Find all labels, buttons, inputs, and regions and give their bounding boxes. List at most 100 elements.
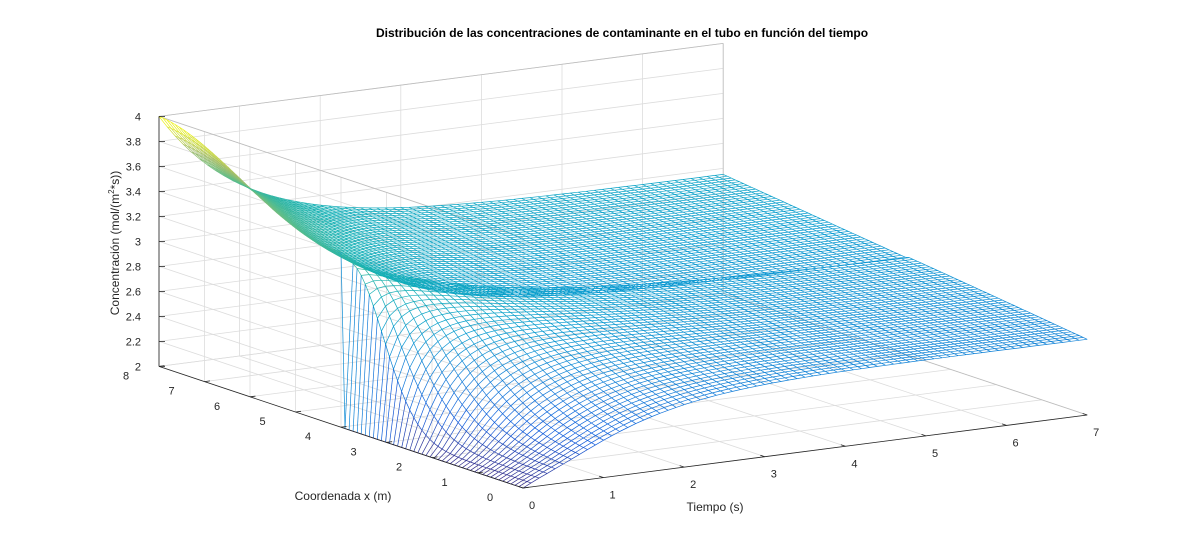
mesh-line — [707, 295, 716, 297]
mesh-line — [708, 381, 717, 384]
mesh-line — [986, 310, 995, 312]
mesh-line — [824, 323, 834, 326]
mesh-line — [1030, 345, 1039, 347]
mesh-line — [1018, 310, 1027, 313]
mesh-line — [978, 296, 987, 299]
mesh-line — [671, 256, 680, 259]
mesh-line — [712, 341, 721, 344]
mesh-line — [937, 273, 946, 276]
mesh-line — [607, 364, 616, 368]
mesh-line — [751, 256, 761, 259]
mesh-line — [720, 325, 729, 327]
mesh-line — [824, 286, 833, 289]
mesh-line — [796, 339, 805, 342]
mesh-line — [643, 257, 652, 260]
mesh-line — [711, 306, 721, 308]
mesh-line — [732, 352, 741, 355]
mesh-line — [998, 310, 1007, 313]
mesh-line — [393, 248, 402, 251]
mesh-line — [736, 349, 745, 352]
mesh-line — [849, 330, 858, 333]
mesh-line — [433, 329, 443, 335]
mesh-line — [950, 340, 959, 343]
mesh-line — [639, 302, 648, 304]
mesh-line — [1042, 341, 1051, 343]
mesh-line — [804, 300, 813, 302]
mesh-line — [679, 328, 688, 331]
mesh-line — [740, 368, 749, 372]
mesh-line — [708, 388, 717, 391]
mesh-line — [587, 322, 596, 325]
mesh-line — [579, 378, 588, 383]
mesh-line — [836, 269, 845, 271]
mesh-line — [723, 280, 733, 283]
mesh-line — [526, 450, 536, 458]
mesh-line — [647, 378, 656, 381]
mesh-line — [570, 256, 579, 258]
mesh-line — [513, 251, 523, 254]
mesh-line — [441, 281, 450, 284]
mesh-line — [946, 343, 955, 346]
mesh-line — [978, 349, 987, 352]
mesh-line — [965, 300, 975, 303]
mesh-line — [611, 352, 620, 355]
mesh-line — [615, 362, 624, 366]
mesh-line — [506, 424, 515, 434]
mesh-line — [550, 421, 560, 428]
mesh-line — [703, 321, 713, 323]
mesh-line — [554, 424, 564, 431]
mesh-line — [522, 467, 532, 473]
mesh-line — [586, 317, 596, 319]
mesh-line — [687, 250, 696, 252]
mesh-line — [780, 307, 789, 309]
mesh-line — [711, 293, 720, 295]
mesh-line — [788, 249, 797, 252]
mesh-line — [889, 297, 898, 300]
mesh-line — [865, 343, 874, 346]
mesh-line — [679, 246, 688, 249]
mesh-line — [727, 231, 736, 233]
mesh-line — [566, 341, 576, 344]
mesh-line — [554, 253, 563, 255]
mesh-line — [635, 402, 644, 407]
mesh-line — [453, 458, 463, 466]
mesh-line — [703, 252, 712, 255]
mesh-line — [594, 272, 603, 274]
mesh-line — [671, 279, 680, 282]
mesh-line — [716, 392, 725, 396]
mesh-line — [393, 296, 402, 301]
mesh-line — [804, 233, 813, 236]
mesh-line — [909, 274, 918, 277]
mesh-line — [659, 274, 668, 276]
mesh-line — [602, 262, 611, 264]
mesh-line — [731, 270, 740, 273]
mesh-line — [828, 283, 837, 286]
mesh-line — [340, 238, 349, 241]
mesh-line — [344, 240, 353, 244]
mesh-line — [667, 307, 676, 309]
mesh-line — [655, 383, 664, 387]
mesh-line — [663, 288, 672, 290]
mesh-line — [699, 283, 708, 285]
mesh-line — [688, 396, 697, 400]
mesh-line — [683, 306, 692, 308]
mesh-line — [970, 307, 979, 309]
mesh-line — [752, 280, 761, 282]
mesh-line — [784, 299, 793, 302]
mesh-line — [994, 304, 1003, 307]
mesh-line — [631, 327, 640, 330]
mesh-line — [554, 271, 563, 273]
mesh-line — [671, 329, 680, 331]
mesh-line — [885, 324, 894, 327]
mesh-line — [704, 378, 713, 382]
mesh-line — [534, 433, 544, 441]
mesh-line — [671, 275, 680, 277]
mesh-line — [558, 427, 568, 434]
mesh-line — [752, 276, 761, 278]
mesh-line — [715, 303, 725, 306]
mesh-line — [659, 344, 668, 347]
mesh-line — [417, 341, 427, 353]
mesh-line — [575, 340, 584, 343]
mesh-line — [696, 373, 705, 377]
